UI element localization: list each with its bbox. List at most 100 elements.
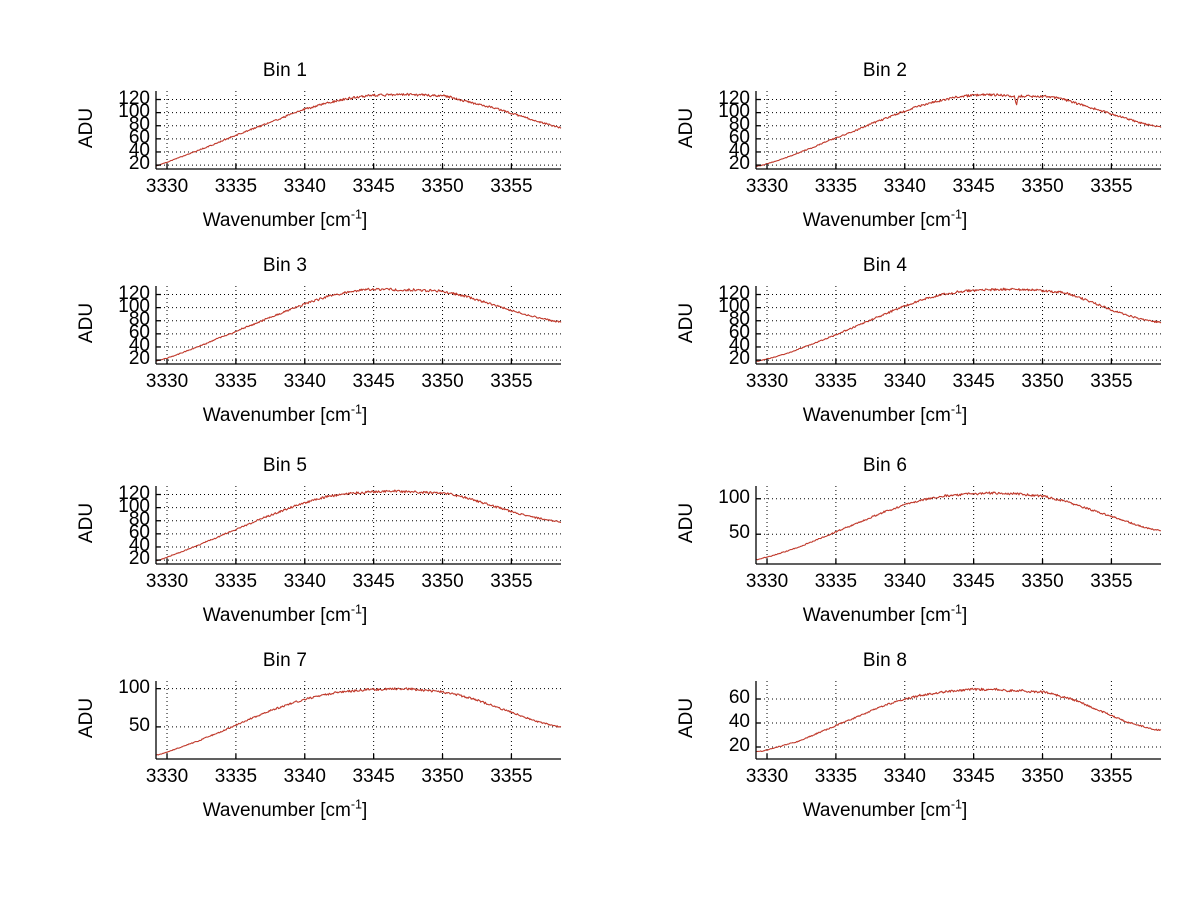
x-tick-label: 3340 <box>883 766 926 787</box>
x-axis-label-exponent: -1 <box>950 207 963 222</box>
x-tick-label: 3355 <box>490 766 533 787</box>
x-tick-label: 3345 <box>352 571 395 592</box>
plot-area <box>755 286 1162 365</box>
x-tick-label: 3350 <box>421 766 464 787</box>
subplot-panel: Bin 3 ADU 20 40 60 80 100 120 3330 3335 3340 3345 33… <box>0 250 600 450</box>
x-axis-label: Wavenumber [cm-1] <box>0 403 570 427</box>
x-axis-label-text: Wavenumber [cm <box>802 800 951 821</box>
x-tick-label: 3355 <box>1090 371 1133 392</box>
y-tick-label: 80 <box>728 308 750 330</box>
x-tick-label: 3350 <box>421 176 464 197</box>
y-tick-label: 60 <box>728 321 750 343</box>
subplot-title: Bin 6 <box>862 455 908 476</box>
y-tick-label: 120 <box>718 87 750 109</box>
subplot-title: Bin 2 <box>862 60 908 81</box>
y-tick-label: 40 <box>128 334 150 356</box>
spectrum-line <box>755 287 1162 362</box>
y-tick-label-group: 50 100 <box>695 485 750 563</box>
x-tick-label: 3335 <box>814 371 858 392</box>
x-axis-label-text: Wavenumber [cm <box>202 605 351 626</box>
subplot-panel: Bin 7 ADU 50 100 3330 3335 3340 3345 3350 3355 Wav… <box>0 645 600 845</box>
x-tick-label: 3340 <box>883 571 926 592</box>
y-tick-label: 20 <box>128 348 150 370</box>
x-tick-label-group: 3330 3335 3340 3345 3350 3355 <box>146 571 560 593</box>
x-tick-label: 3330 <box>745 371 789 392</box>
x-tick-label: 3335 <box>814 176 858 197</box>
y-tick-label: 40 <box>728 139 750 161</box>
x-tick-label-group: 3330 3335 3340 3345 3350 3355 <box>746 766 1160 788</box>
x-axis-label-text: Wavenumber [cm <box>802 210 951 231</box>
subplot-panel: Bin 1 ADU 20 40 60 80 100 120 3330 3335 3340 3345 33… <box>0 55 600 255</box>
spectrum-line <box>155 287 562 362</box>
x-tick-label: 3340 <box>883 176 926 197</box>
x-tick-label: 3330 <box>145 766 189 787</box>
y-tick-label: 20 <box>128 548 150 570</box>
subplot-panel: Bin 2 ADU 20 40 60 80 100 120 3330 3335 3340 3345 33… <box>600 55 1200 255</box>
x-axis-label-exponent: -1 <box>950 797 963 812</box>
spectrum-line <box>155 489 562 562</box>
x-tick-label: 3355 <box>490 371 533 392</box>
y-tick-label: 100 <box>118 676 150 698</box>
subplot-title: Bin 5 <box>262 455 308 476</box>
x-tick-label: 3340 <box>883 371 926 392</box>
x-tick-label: 3330 <box>145 571 189 592</box>
y-tick-label: 40 <box>128 534 150 556</box>
x-tick-label-group: 3330 3335 3340 3345 3350 3355 <box>146 766 560 788</box>
x-axis-label-text: Wavenumber [cm <box>802 605 951 626</box>
y-tick-label: 120 <box>118 87 150 109</box>
y-tick-label-group: 20 40 60 80 100 120 <box>95 283 150 370</box>
x-tick-label-group: 3330 3335 3340 3345 3350 3355 <box>746 571 1160 593</box>
y-tick-label-group: 20 40 60 80 100 120 <box>695 87 750 175</box>
x-axis-label: Wavenumber [cm-1] <box>600 207 1170 232</box>
x-tick-label: 3355 <box>1090 571 1133 592</box>
x-tick-label: 3345 <box>952 766 995 787</box>
y-tick-label: 20 <box>728 348 750 370</box>
x-tick-label: 3345 <box>352 371 395 392</box>
x-tick-label: 3330 <box>745 176 789 197</box>
y-tick-label: 40 <box>728 334 750 356</box>
x-tick-label: 3355 <box>490 176 533 197</box>
x-tick-label: 3350 <box>421 371 464 392</box>
x-tick-label: 3350 <box>1021 371 1064 392</box>
x-tick-label: 3340 <box>283 766 326 787</box>
x-axis-label-text: Wavenumber [cm <box>202 800 351 821</box>
x-axis-label: Wavenumber [cm-1] <box>0 797 570 822</box>
x-axis-label: Wavenumber [cm-1] <box>0 208 570 232</box>
spectrum-line <box>155 687 562 756</box>
x-tick-label-group: 3330 3335 3340 3345 3350 3355 <box>146 176 560 198</box>
y-tick-label-group: 20 40 60 80 100 120 <box>95 87 150 175</box>
plot-area <box>155 486 562 565</box>
x-tick-label: 3350 <box>1021 571 1064 592</box>
x-axis-label-bracket: ] <box>362 405 368 426</box>
y-tick-label: 80 <box>128 113 150 135</box>
x-axis-label-text: Wavenumber [cm <box>202 405 351 426</box>
y-tick-label: 100 <box>718 100 750 122</box>
plot-area <box>155 91 562 170</box>
x-tick-label: 3340 <box>283 176 326 197</box>
subplot-panel: Bin 6 ADU 50 100 3330 3335 3340 3345 3350 3355 Wav… <box>600 450 1200 650</box>
x-axis-label-exponent: -1 <box>950 402 963 417</box>
plot-area <box>155 681 562 760</box>
x-tick-label: 3330 <box>145 176 189 197</box>
y-tick-label: 100 <box>118 100 150 122</box>
x-tick-label: 3355 <box>490 571 533 592</box>
x-tick-label: 3345 <box>952 176 995 197</box>
x-axis-label-bracket: ] <box>362 800 368 821</box>
x-tick-label: 3340 <box>283 371 326 392</box>
subplot-title: Bin 4 <box>862 255 908 276</box>
y-tick-label: 60 <box>728 687 750 708</box>
y-tick-label: 50 <box>728 522 750 544</box>
x-tick-label: 3345 <box>952 571 995 592</box>
x-tick-label: 3335 <box>814 571 858 592</box>
x-tick-label: 3345 <box>952 371 995 392</box>
x-tick-label: 3330 <box>745 766 789 787</box>
spectrum-line <box>755 93 1162 168</box>
x-tick-label: 3335 <box>214 176 258 197</box>
x-axis-label-exponent: -1 <box>350 797 363 812</box>
y-tick-label: 100 <box>118 495 150 517</box>
y-tick-label: 80 <box>128 308 150 330</box>
y-tick-label: 100 <box>718 295 750 317</box>
spectrum-line <box>155 92 562 167</box>
y-tick-label: 120 <box>118 482 150 504</box>
